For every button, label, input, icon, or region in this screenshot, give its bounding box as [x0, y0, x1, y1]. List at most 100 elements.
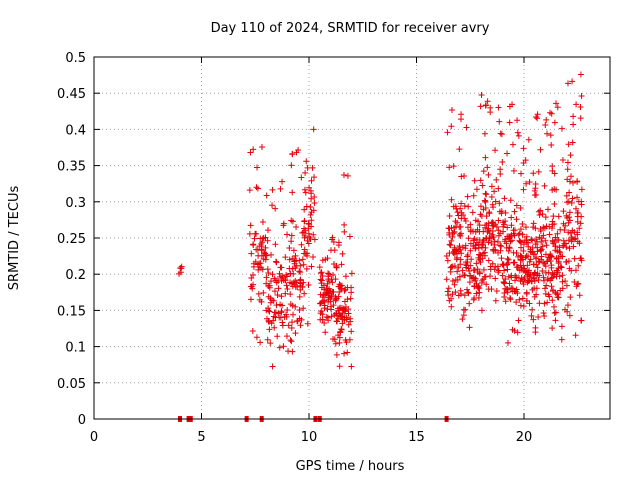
data-point: [443, 276, 450, 283]
data-point: [483, 191, 490, 198]
data-point: [278, 293, 285, 300]
data-point: [281, 313, 288, 320]
data-point: [509, 288, 516, 295]
data-point: [455, 212, 462, 219]
data-point: [566, 245, 573, 252]
data-point: [520, 145, 527, 152]
data-point: [456, 231, 463, 238]
data-point: [464, 253, 471, 260]
data-point: [507, 238, 514, 245]
data-point: [268, 278, 275, 285]
x-tick-label: 20: [516, 430, 533, 445]
data-point: [525, 278, 532, 285]
data-point: [271, 324, 278, 331]
data-point: [300, 305, 307, 312]
y-tick-label: 0.2: [65, 268, 86, 283]
data-point: [340, 171, 347, 178]
data-point: [334, 305, 341, 312]
data-point: [275, 285, 282, 292]
data-point: [324, 314, 331, 321]
data-point: [267, 299, 274, 306]
data-point: [577, 104, 584, 111]
data-point: [448, 263, 455, 270]
data-point: [538, 256, 545, 263]
x-tick-label: 5: [197, 430, 205, 445]
data-point: [247, 222, 254, 229]
data-point: [492, 198, 499, 205]
data-point: [301, 217, 308, 224]
data-point: [445, 225, 452, 232]
data-point: [274, 333, 281, 340]
data-point: [305, 240, 312, 247]
data-point: [332, 340, 339, 347]
data-point: [294, 318, 301, 325]
data-point: [330, 288, 337, 295]
data-point: [456, 146, 463, 153]
data-point: [544, 258, 551, 265]
data-point: [299, 283, 306, 290]
data-point: [517, 238, 524, 245]
data-point: [566, 209, 573, 216]
data-point: [286, 256, 293, 263]
data-point: [318, 308, 325, 315]
data-point: [488, 193, 495, 200]
data-point: [508, 214, 515, 221]
data-point: [252, 230, 259, 237]
data-point: [348, 328, 355, 335]
data-point: [294, 283, 301, 290]
data-point: [246, 187, 253, 194]
data-point: [297, 322, 304, 329]
data-point: [472, 277, 479, 284]
data-point: [542, 237, 549, 244]
data-point: [514, 117, 521, 124]
data-point: [291, 255, 298, 262]
data-point: [502, 218, 509, 225]
data-point: [548, 110, 555, 117]
data-point: [264, 266, 271, 273]
data-point: [341, 298, 348, 305]
data-point: [493, 176, 500, 183]
data-point: [272, 241, 279, 248]
data-point: [487, 104, 494, 111]
data-point: [482, 198, 489, 205]
data-point: [495, 217, 502, 224]
data-point: [577, 220, 584, 227]
data-point: [578, 201, 585, 208]
data-point: [508, 222, 515, 229]
data-point: [283, 282, 290, 289]
data-point: [457, 232, 464, 239]
data-point: [277, 185, 284, 192]
data-point: [484, 164, 491, 171]
data-point: [480, 228, 487, 235]
data-point: [465, 290, 472, 297]
data-point: [506, 119, 513, 126]
y-tick-label: 0.35: [57, 160, 86, 175]
data-point: [341, 308, 348, 315]
data-point: [529, 306, 536, 313]
data-point: [565, 141, 572, 148]
data-point: [302, 169, 309, 176]
data-point: [330, 271, 337, 278]
data-point: [560, 208, 567, 215]
data-point: [269, 271, 276, 278]
data-point: [263, 252, 270, 259]
data-point: [481, 273, 488, 280]
data-point: [502, 236, 509, 243]
data-point: [323, 313, 330, 320]
data-point: [511, 227, 518, 234]
data-point: [532, 269, 539, 276]
data-point: [461, 203, 468, 210]
data-point: [463, 124, 470, 131]
data-point: [445, 292, 452, 299]
data-point: [468, 256, 475, 263]
data-point: [461, 172, 468, 179]
data-point: [264, 237, 271, 244]
data-point: [551, 310, 558, 317]
data-point: [317, 276, 324, 283]
data-point: [457, 205, 464, 212]
data-point: [296, 315, 303, 322]
data-point: [537, 146, 544, 153]
data-point: [548, 275, 555, 282]
data-point: [459, 267, 466, 274]
